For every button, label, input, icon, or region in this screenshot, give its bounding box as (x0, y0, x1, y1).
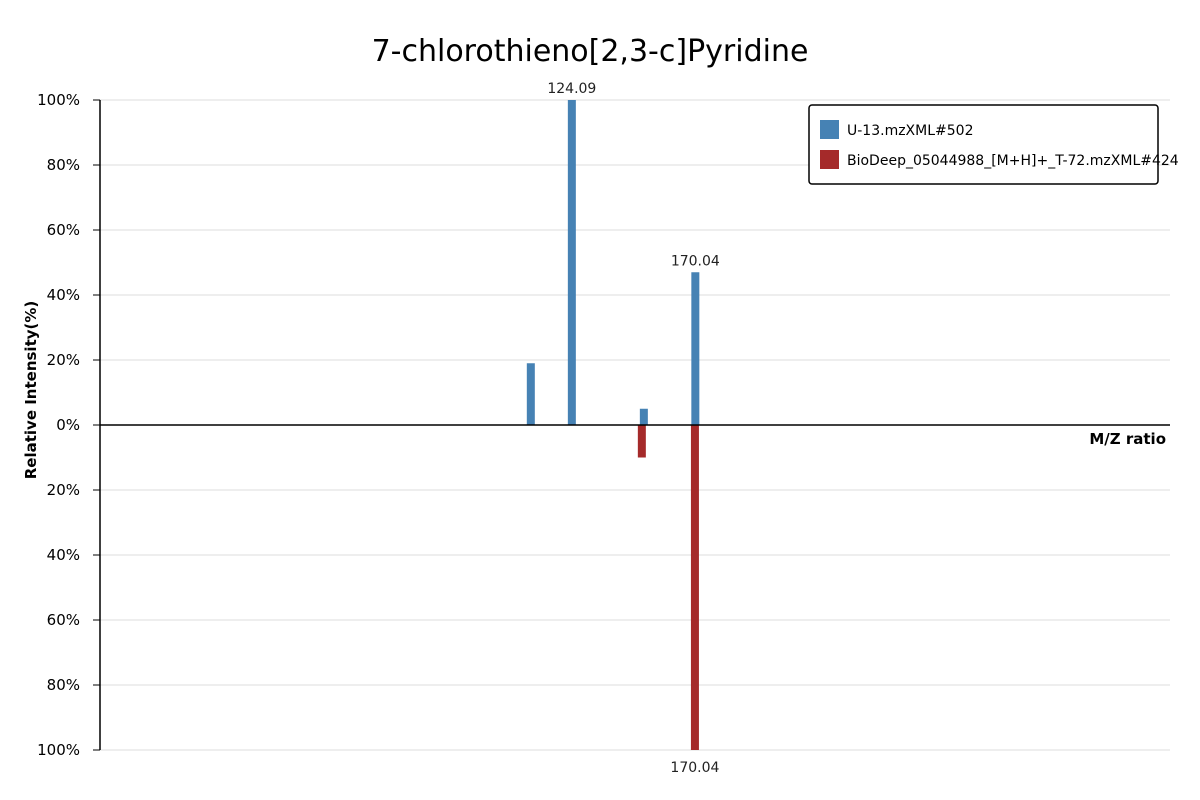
grid-lines (100, 99, 1170, 751)
y-axis-ticks: 100% 80% 60% 40% 20% 0% 20% 40% 60% 80% 100% (37, 91, 100, 759)
y-tick-label: 40% (47, 286, 80, 304)
legend-swatch-u13 (820, 120, 839, 139)
y-tick-label: 60% (47, 611, 80, 629)
y-tick-label: 100% (37, 741, 80, 759)
legend-label-biodeep: BioDeep_05044988_[M+H]+_T-72.mzXML#424 (847, 153, 1179, 169)
y-tick-label: 100% (37, 91, 80, 109)
legend-box (808, 104, 1159, 185)
legend: U-13.mzXML#502 BioDeep_05044988_[M+H]+_T… (808, 104, 1179, 185)
y-tick-label: 60% (47, 221, 80, 239)
y-tick-label: 0% (56, 416, 80, 434)
y-tick-label: 20% (47, 481, 80, 499)
peak-bar-sample (567, 100, 576, 425)
peak-bar-sample (526, 363, 535, 425)
y-tick-label: 20% (47, 351, 80, 369)
y-tick-label: 80% (47, 676, 80, 694)
legend-label-u13: U-13.mzXML#502 (847, 123, 973, 139)
peaks (526, 100, 700, 750)
peak-label: 170.04 (671, 253, 720, 269)
peak-bar-sample (691, 272, 700, 425)
peak-label: 170.04 (670, 760, 719, 776)
peak-bar-reference (637, 425, 646, 458)
chart-title: 7-chlorothieno[2,3-c]Pyridine (372, 34, 809, 69)
legend-swatch-biodeep (820, 150, 839, 169)
peak-labels: 124.09 170.04 170.04 (547, 81, 720, 776)
peak-label: 124.09 (547, 81, 596, 97)
peak-bar-sample (639, 408, 648, 425)
x-axis-label: M/Z ratio (1089, 430, 1166, 448)
y-tick-label: 80% (47, 156, 80, 174)
y-tick-label: 40% (47, 546, 80, 564)
y-axis-label: Relative Intensity(%) (22, 301, 40, 480)
peak-bar-reference (690, 425, 699, 750)
